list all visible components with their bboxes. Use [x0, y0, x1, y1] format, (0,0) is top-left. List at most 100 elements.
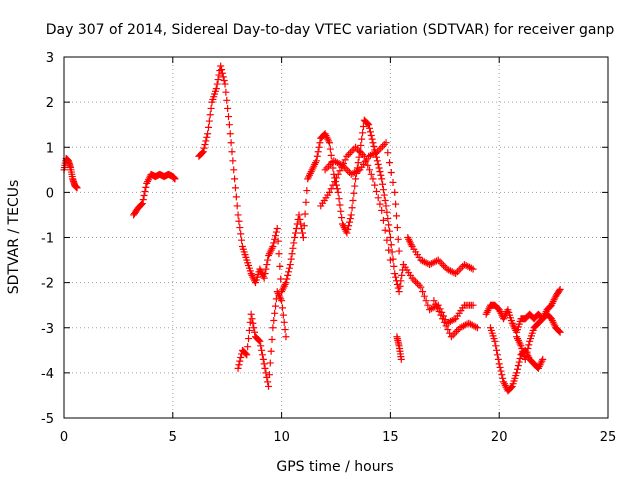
data-point — [234, 364, 242, 372]
data-point — [250, 324, 258, 332]
data-point — [296, 215, 304, 223]
data-point — [556, 328, 564, 336]
data-point — [352, 175, 360, 183]
data-point — [264, 256, 272, 264]
data-point — [358, 135, 366, 143]
data-point — [391, 188, 399, 196]
y-tick-label: 3 — [46, 51, 54, 66]
data-point — [329, 181, 337, 189]
data-point — [272, 228, 280, 236]
data-point — [321, 166, 329, 174]
data-point — [417, 283, 425, 291]
data-point — [334, 170, 342, 178]
data-point — [218, 69, 226, 77]
data-point — [212, 85, 220, 93]
data-point — [274, 237, 282, 245]
data-point — [514, 362, 522, 370]
data-point — [387, 241, 395, 249]
data-point — [295, 211, 303, 219]
data-point — [312, 157, 320, 165]
data-point — [223, 96, 231, 104]
data-point — [369, 139, 377, 147]
data-point — [374, 160, 382, 168]
data-point — [282, 279, 290, 287]
data-point — [379, 180, 387, 188]
data-point — [522, 352, 530, 360]
x-tick-label: 5 — [169, 430, 177, 445]
data-point — [271, 235, 279, 243]
data-point — [380, 141, 388, 149]
data-point — [226, 130, 234, 138]
data-point — [73, 184, 81, 192]
data-point — [348, 204, 356, 212]
data-point — [341, 156, 349, 164]
data-point — [378, 175, 386, 183]
data-point — [516, 354, 524, 362]
data-point — [469, 265, 477, 273]
data-point — [393, 224, 401, 232]
data-point — [236, 224, 244, 232]
data-point — [453, 327, 461, 335]
data-point — [386, 256, 394, 264]
data-point — [204, 130, 212, 138]
data-point — [237, 354, 245, 362]
data-point — [424, 301, 432, 309]
data-point — [359, 122, 367, 130]
data-point — [453, 268, 461, 276]
data-point — [377, 144, 385, 152]
data-point — [238, 236, 246, 244]
data-point — [264, 378, 272, 386]
data-point — [360, 152, 368, 160]
data-point — [387, 169, 395, 177]
data-point — [283, 275, 291, 283]
data-point — [364, 120, 372, 128]
data-point — [229, 157, 237, 165]
data-point — [493, 351, 501, 359]
data-point — [243, 351, 251, 359]
data-point — [496, 363, 504, 371]
data-point — [206, 111, 214, 119]
data-point — [275, 250, 283, 258]
data-point — [498, 371, 506, 379]
data-point — [227, 139, 235, 147]
data-point — [235, 217, 243, 225]
data-point — [555, 327, 563, 335]
data-point — [396, 282, 404, 290]
data-point — [394, 235, 402, 243]
data-point — [291, 234, 299, 241]
data-point — [444, 326, 452, 334]
data-point — [256, 337, 264, 345]
data-point — [207, 104, 215, 112]
data-point — [278, 304, 286, 312]
data-point — [492, 342, 500, 350]
data-point — [383, 208, 391, 216]
data-point — [440, 318, 448, 326]
data-point — [273, 224, 281, 232]
data-point — [140, 192, 148, 200]
data-point — [422, 297, 430, 305]
data-point — [282, 333, 290, 341]
data-point — [201, 141, 209, 149]
data-point — [397, 277, 405, 285]
data-point — [367, 170, 375, 178]
data-point — [379, 216, 387, 224]
data-point — [375, 164, 383, 172]
y-axis-label: SDTVAR / TECUs — [6, 180, 22, 295]
data-point — [384, 149, 392, 157]
data-point — [266, 359, 274, 367]
data-point — [262, 265, 270, 273]
data-point — [370, 142, 378, 150]
data-point — [385, 246, 393, 254]
data-point — [383, 236, 391, 244]
data-point — [436, 258, 444, 266]
data-point — [398, 271, 406, 279]
data-point — [214, 76, 222, 84]
data-point — [261, 364, 269, 372]
data-point — [344, 225, 352, 233]
data-point — [395, 288, 403, 296]
y-tick-label: 1 — [46, 141, 54, 156]
data-point — [316, 139, 324, 147]
data-point — [260, 360, 268, 368]
data-point — [231, 175, 239, 183]
